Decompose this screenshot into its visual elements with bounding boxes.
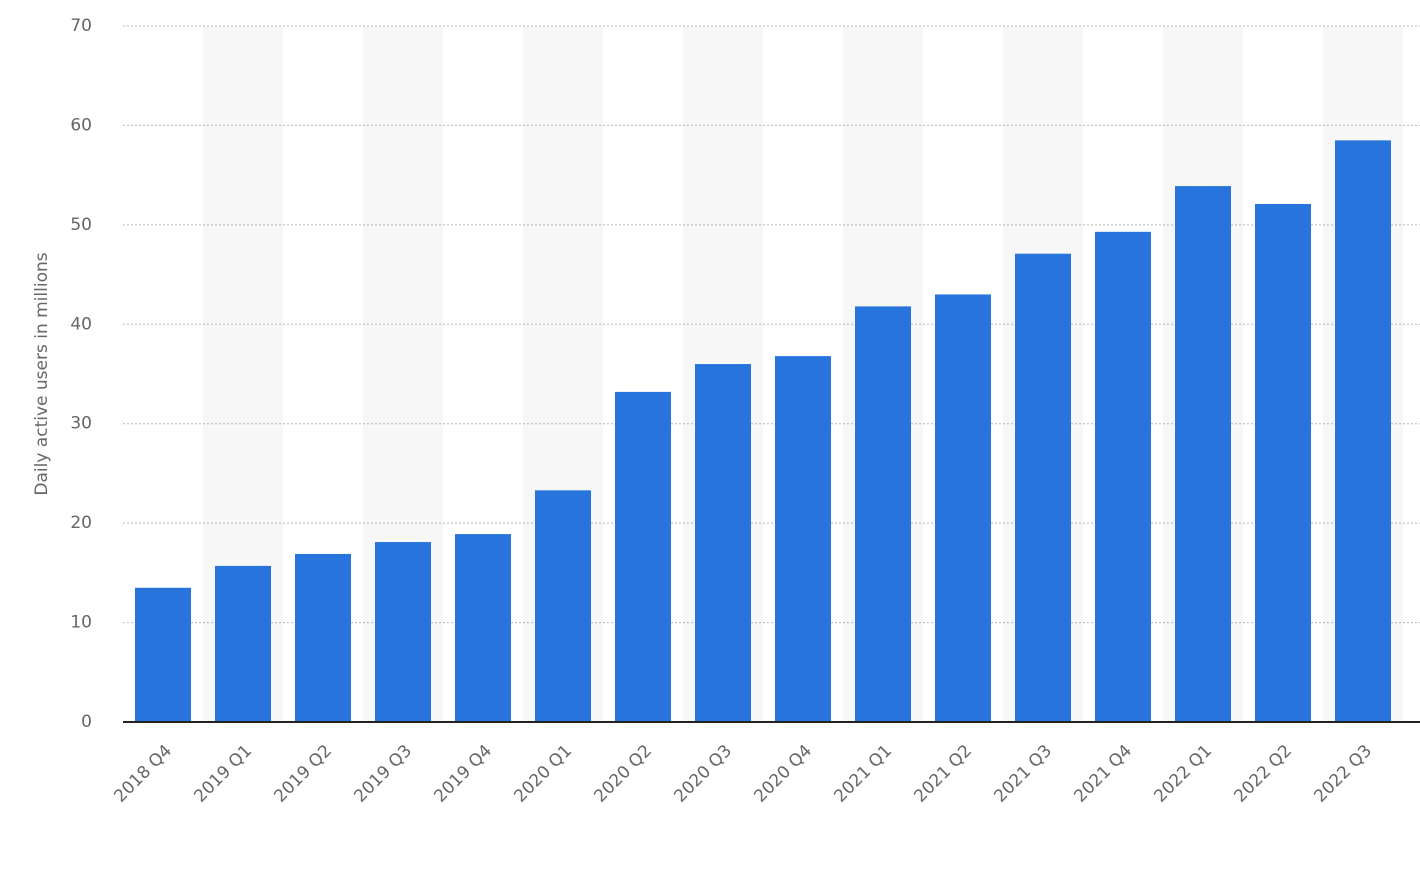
x-tick-label: 2020 Q3 [670, 741, 736, 807]
y-tick-label: 70 [70, 16, 92, 36]
bar [375, 542, 431, 722]
y-axis-label: Daily active users in millions [32, 252, 52, 495]
y-tick-label: 50 [70, 215, 92, 235]
bar [615, 391, 671, 722]
x-tick-label: 2021 Q3 [990, 741, 1056, 807]
y-tick-label: 0 [81, 712, 92, 732]
x-tick-label: 2019 Q4 [430, 741, 496, 807]
bar [1015, 253, 1071, 723]
x-tick-label: 2019 Q1 [190, 741, 256, 807]
bar [1255, 203, 1311, 722]
bar [935, 294, 991, 722]
x-tick-label: 2019 Q2 [270, 741, 336, 807]
bar [1175, 186, 1231, 722]
x-tick-label: 2020 Q1 [510, 741, 576, 807]
bar [855, 306, 911, 722]
x-tick-label: 2021 Q4 [1070, 741, 1136, 807]
bar [135, 587, 191, 722]
x-tick-label: 2021 Q1 [830, 741, 896, 807]
x-tick-label: 2021 Q2 [910, 741, 976, 807]
y-tick-label: 20 [70, 513, 92, 533]
bar [1335, 140, 1391, 723]
y-tick-label: 30 [70, 414, 92, 434]
bar [215, 565, 271, 722]
x-tick-label: 2020 Q4 [750, 741, 816, 807]
x-tick-label: 2018 Q4 [110, 741, 176, 807]
x-tick-label: 2019 Q3 [350, 741, 416, 807]
x-tick-label: 2020 Q2 [590, 741, 656, 807]
bar [775, 356, 831, 722]
bar [1095, 231, 1151, 722]
y-tick-label: 40 [70, 314, 92, 334]
x-tick-label: 2022 Q3 [1310, 741, 1376, 807]
bar [695, 364, 751, 722]
bar [455, 534, 511, 722]
x-tick-label: 2022 Q2 [1230, 741, 1296, 807]
y-tick-label: 10 [70, 613, 92, 633]
x-tick-label: 2022 Q1 [1150, 741, 1216, 807]
y-tick-label: 60 [70, 115, 92, 135]
bar [535, 490, 591, 722]
bar [295, 553, 351, 722]
